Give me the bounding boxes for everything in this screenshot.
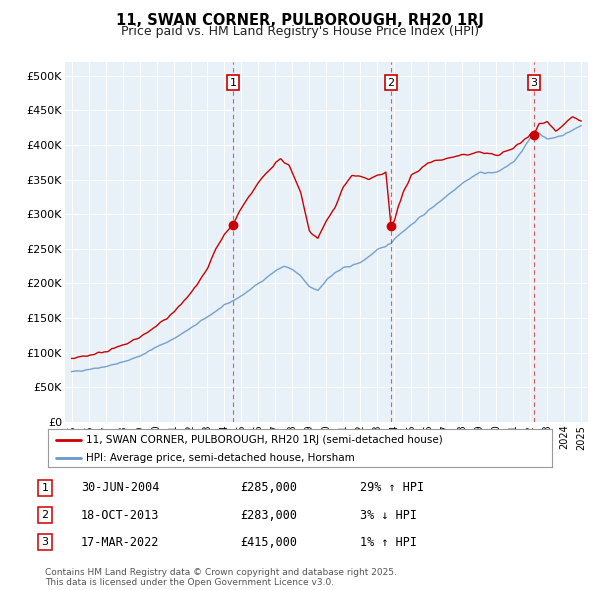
Text: 29% ↑ HPI: 29% ↑ HPI xyxy=(360,481,424,494)
Text: HPI: Average price, semi-detached house, Horsham: HPI: Average price, semi-detached house,… xyxy=(86,453,355,463)
Text: 3: 3 xyxy=(41,537,49,547)
Text: £283,000: £283,000 xyxy=(240,509,297,522)
Text: 30-JUN-2004: 30-JUN-2004 xyxy=(81,481,160,494)
Text: 1% ↑ HPI: 1% ↑ HPI xyxy=(360,536,417,549)
Text: 3: 3 xyxy=(530,78,538,88)
Text: 1: 1 xyxy=(41,483,49,493)
Text: 11, SWAN CORNER, PULBOROUGH, RH20 1RJ: 11, SWAN CORNER, PULBOROUGH, RH20 1RJ xyxy=(116,13,484,28)
Text: 17-MAR-2022: 17-MAR-2022 xyxy=(81,536,160,549)
Text: 2: 2 xyxy=(388,78,395,88)
Text: 3% ↓ HPI: 3% ↓ HPI xyxy=(360,509,417,522)
Text: 11, SWAN CORNER, PULBOROUGH, RH20 1RJ (semi-detached house): 11, SWAN CORNER, PULBOROUGH, RH20 1RJ (s… xyxy=(86,435,443,445)
Text: Price paid vs. HM Land Registry's House Price Index (HPI): Price paid vs. HM Land Registry's House … xyxy=(121,25,479,38)
Text: 1: 1 xyxy=(229,78,236,88)
Text: 18-OCT-2013: 18-OCT-2013 xyxy=(81,509,160,522)
Text: £285,000: £285,000 xyxy=(240,481,297,494)
Text: 2: 2 xyxy=(41,510,49,520)
Text: Contains HM Land Registry data © Crown copyright and database right 2025.
This d: Contains HM Land Registry data © Crown c… xyxy=(45,568,397,587)
Text: £415,000: £415,000 xyxy=(240,536,297,549)
